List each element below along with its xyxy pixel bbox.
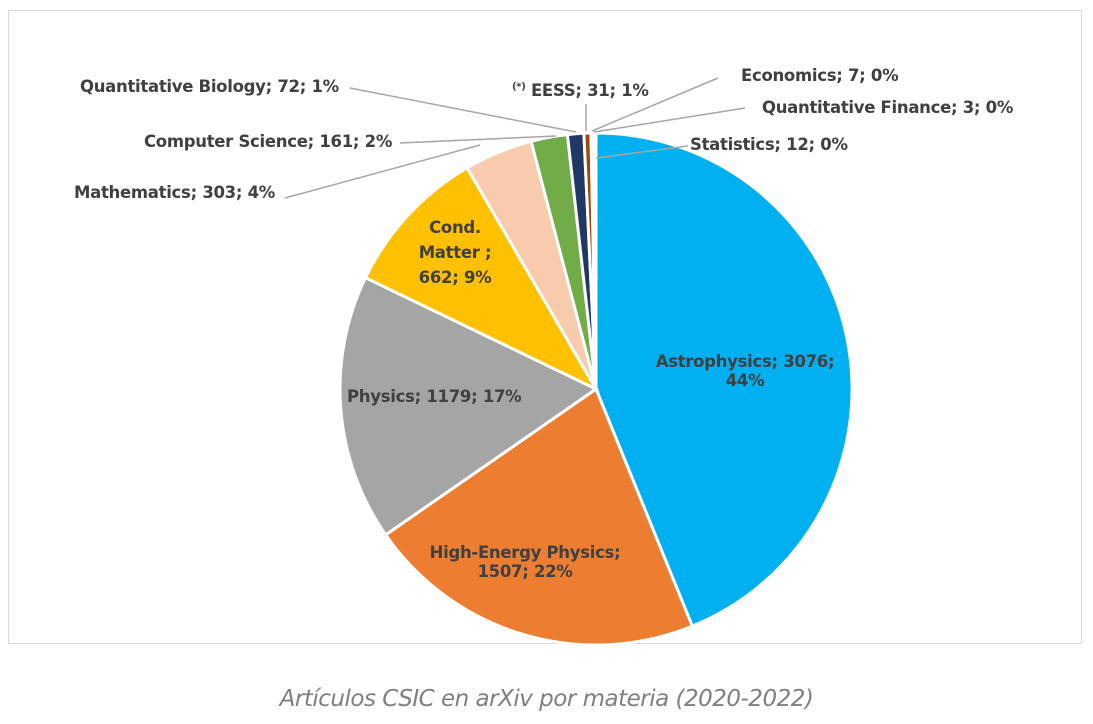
leader-line-statistics bbox=[595, 145, 689, 159]
data-label-economics: Economics; 7; 0% bbox=[741, 66, 899, 85]
pie-slice-high-energy-physics bbox=[383, 386, 695, 647]
pie-slice-astrophysics bbox=[594, 131, 854, 629]
pie-slice-cond-matter bbox=[363, 165, 600, 393]
data-label-astrophysics: Astrophysics; 3076; 44% bbox=[655, 352, 835, 390]
chart-frame bbox=[8, 10, 1082, 644]
data-label-computer-science: Computer Science; 161; 2% bbox=[144, 132, 393, 151]
data-label-cond-matter: Cond. Matter ; 662; 9% bbox=[418, 218, 492, 287]
leader-line-quantitative-biology bbox=[349, 87, 577, 133]
data-label-eess: (*) EESS; 31; 1% bbox=[512, 81, 649, 100]
data-label-quantitative-biology: Quantitative Biology; 72; 1% bbox=[80, 77, 339, 96]
pie-slice-physics bbox=[338, 275, 599, 537]
figure-caption: Artículos CSIC en arXiv por materia (202… bbox=[279, 686, 814, 712]
leader-line-quantitative-finance bbox=[593, 107, 746, 133]
data-label-mathematics: Mathematics; 303; 4% bbox=[74, 183, 276, 202]
leader-line-mathematics bbox=[284, 144, 481, 199]
leader-line-computer-science bbox=[399, 135, 557, 144]
leader-line-economics bbox=[591, 77, 719, 132]
data-label-high-energy-physics: High-Energy Physics; 1507; 22% bbox=[429, 543, 621, 581]
data-label-physics: Physics; 1179; 17% bbox=[347, 387, 522, 406]
data-label-quantitative-finance: Quantitative Finance; 3; 0% bbox=[762, 98, 1014, 117]
data-label-statistics: Statistics; 12; 0% bbox=[690, 135, 848, 154]
pie-slice-statistics bbox=[591, 131, 598, 390]
